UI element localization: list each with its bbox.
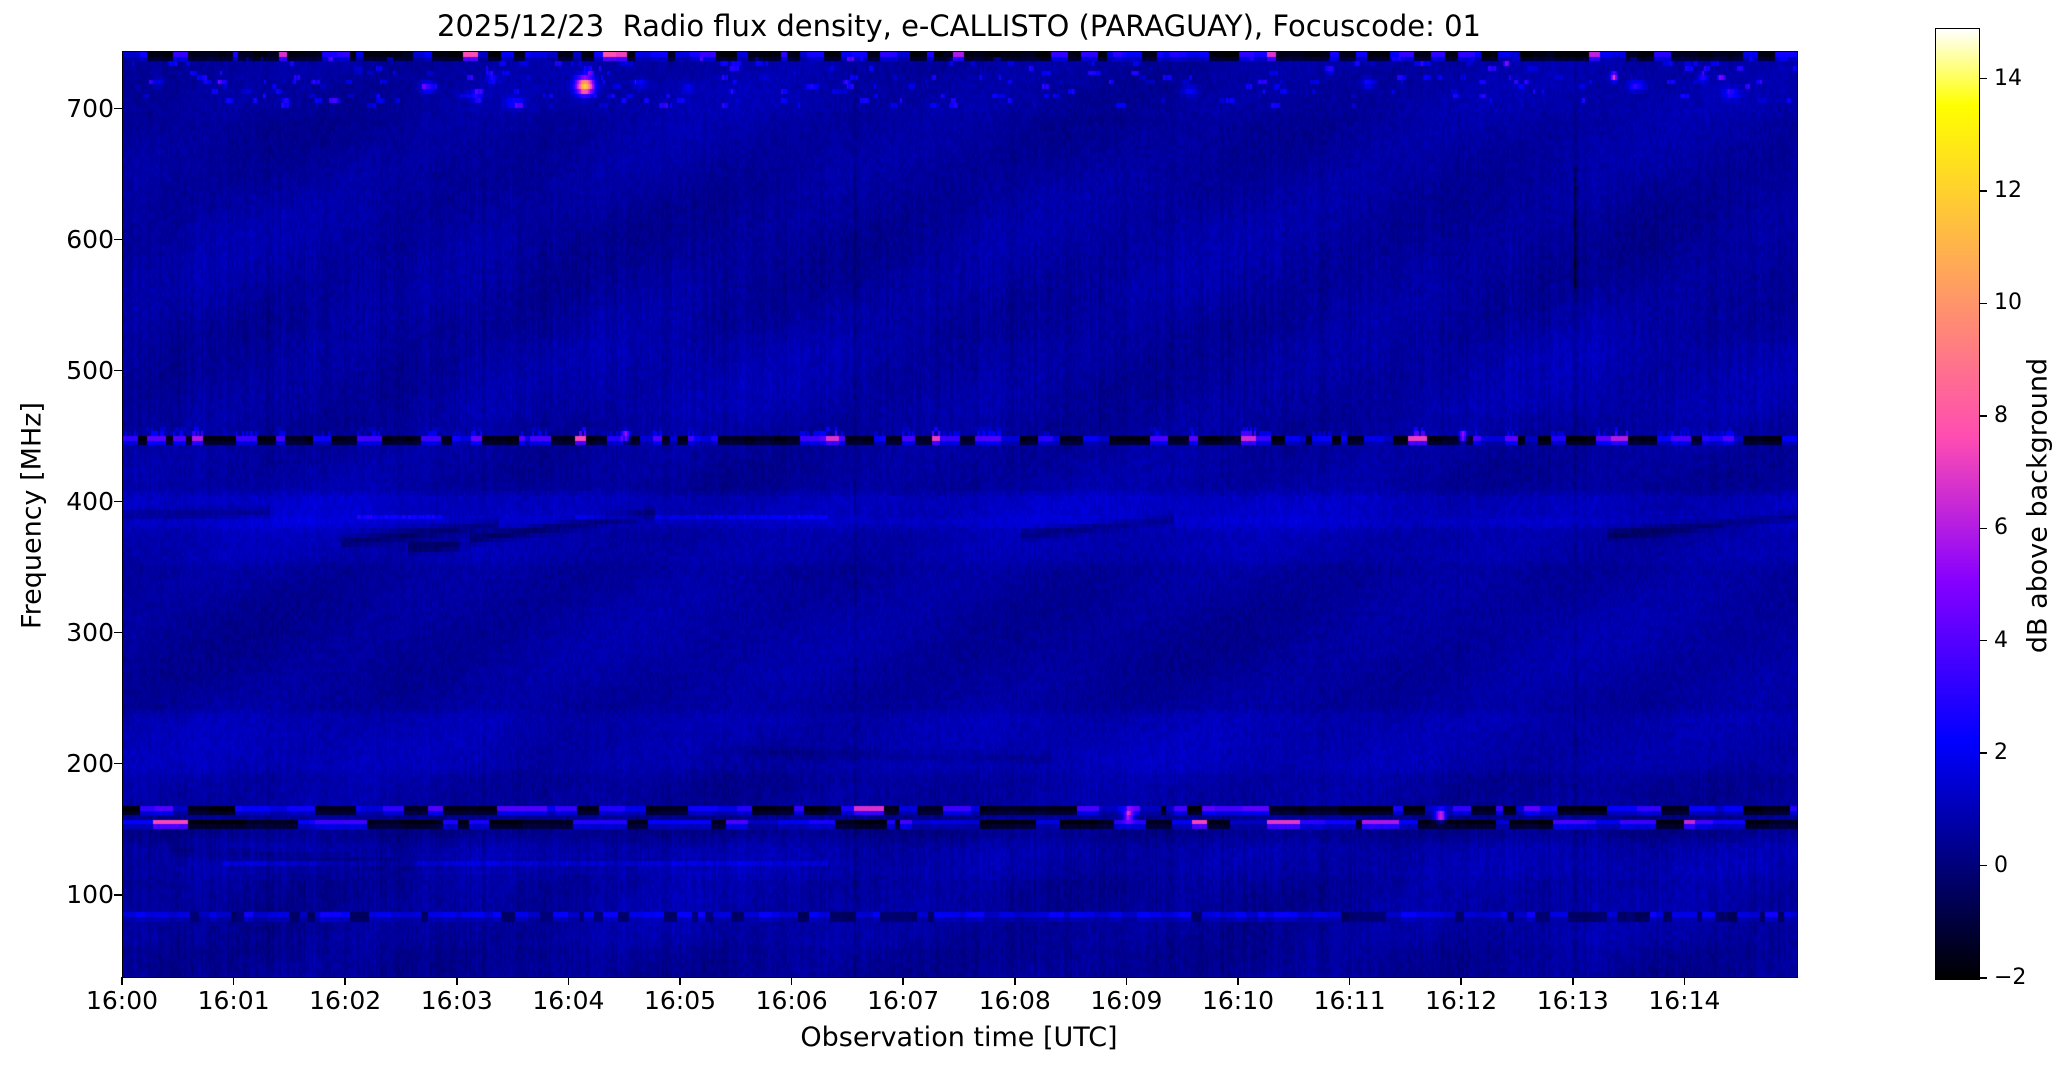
x-tick — [1683, 977, 1686, 985]
colorbar-tick-label: 6 — [1994, 515, 2008, 541]
colorbar-tick — [1980, 77, 1987, 80]
x-tick — [1572, 977, 1574, 985]
x-tick-label: 16:04 — [532, 986, 605, 1015]
y-tick-label: 600 — [66, 224, 114, 254]
y-tick-label: 700 — [66, 93, 114, 123]
x-tick — [1237, 977, 1239, 985]
y-tick-label: 100 — [66, 879, 114, 909]
y-tick — [114, 631, 122, 634]
y-tick — [114, 500, 122, 503]
y-tick-label: 400 — [66, 486, 114, 516]
colorbar-tick — [1980, 977, 1987, 979]
x-tick-label: 16:07 — [867, 986, 940, 1015]
plot-area — [122, 51, 1798, 978]
colorbar-canvas — [1936, 29, 1979, 979]
x-tick-label: 16:00 — [85, 986, 159, 1015]
spectrogram-canvas — [123, 52, 1797, 977]
y-tick-label: 300 — [66, 617, 114, 647]
y-axis-label: Frequency [MHz] — [16, 402, 48, 629]
x-tick — [790, 977, 793, 985]
x-tick-label: 16:03 — [420, 986, 493, 1015]
colorbar-tick — [1980, 190, 1987, 192]
colorbar-tick — [1980, 415, 1987, 417]
x-tick-label: 16:02 — [309, 986, 382, 1015]
y-tick — [114, 369, 122, 372]
colorbar-tick — [1980, 302, 1987, 305]
colorbar-label: dB above background — [2022, 357, 2054, 654]
x-tick — [902, 977, 904, 985]
colorbar-tick — [1980, 639, 1987, 642]
colorbar-tick-label: 0 — [1994, 852, 2008, 878]
y-tick-label: 500 — [66, 355, 114, 385]
colorbar-tick-label: 2 — [1994, 740, 2008, 766]
x-tick — [121, 977, 123, 985]
x-tick — [232, 977, 235, 985]
colorbar — [1935, 28, 1980, 980]
x-tick-label: 16:10 — [1201, 986, 1275, 1015]
colorbar-tick — [1980, 864, 1987, 867]
x-tick — [456, 977, 458, 985]
x-tick — [1460, 977, 1462, 985]
y-tick-label: 200 — [66, 748, 114, 778]
x-tick-label: 16:11 — [1313, 986, 1386, 1015]
colorbar-tick-label: 10 — [1994, 290, 2022, 316]
x-axis-label: Observation time [UTC] — [800, 1022, 1118, 1053]
x-tick-label: 16:09 — [1090, 986, 1163, 1015]
colorbar-tick-label: 12 — [1994, 178, 2022, 204]
x-tick — [1348, 977, 1351, 985]
x-tick — [679, 977, 681, 985]
y-tick — [114, 107, 122, 110]
y-tick — [114, 238, 122, 241]
x-tick-label: 16:01 — [197, 986, 270, 1015]
x-tick — [1014, 977, 1016, 985]
x-tick-label: 16:05 — [643, 986, 717, 1015]
x-tick — [344, 977, 346, 985]
colorbar-tick — [1980, 752, 1987, 754]
x-tick-label: 16:08 — [978, 986, 1051, 1015]
colorbar-tick-label: −2 — [1994, 965, 2027, 990]
y-tick — [114, 762, 122, 765]
colorbar-tick-label: 14 — [1994, 65, 2022, 91]
x-tick-label: 16:06 — [755, 986, 828, 1015]
x-tick-label: 16:14 — [1648, 986, 1721, 1015]
colorbar-tick-label: 4 — [1994, 627, 2008, 653]
chart-title: 2025/12/23 Radio flux density, e-CALLIST… — [437, 9, 1481, 43]
x-tick-label: 16:13 — [1536, 986, 1609, 1015]
x-tick — [567, 977, 570, 985]
colorbar-tick — [1980, 527, 1987, 530]
x-tick-label: 16:12 — [1425, 986, 1498, 1015]
y-tick — [114, 894, 122, 896]
x-tick — [1125, 977, 1128, 985]
colorbar-tick-label: 8 — [1994, 402, 2008, 428]
